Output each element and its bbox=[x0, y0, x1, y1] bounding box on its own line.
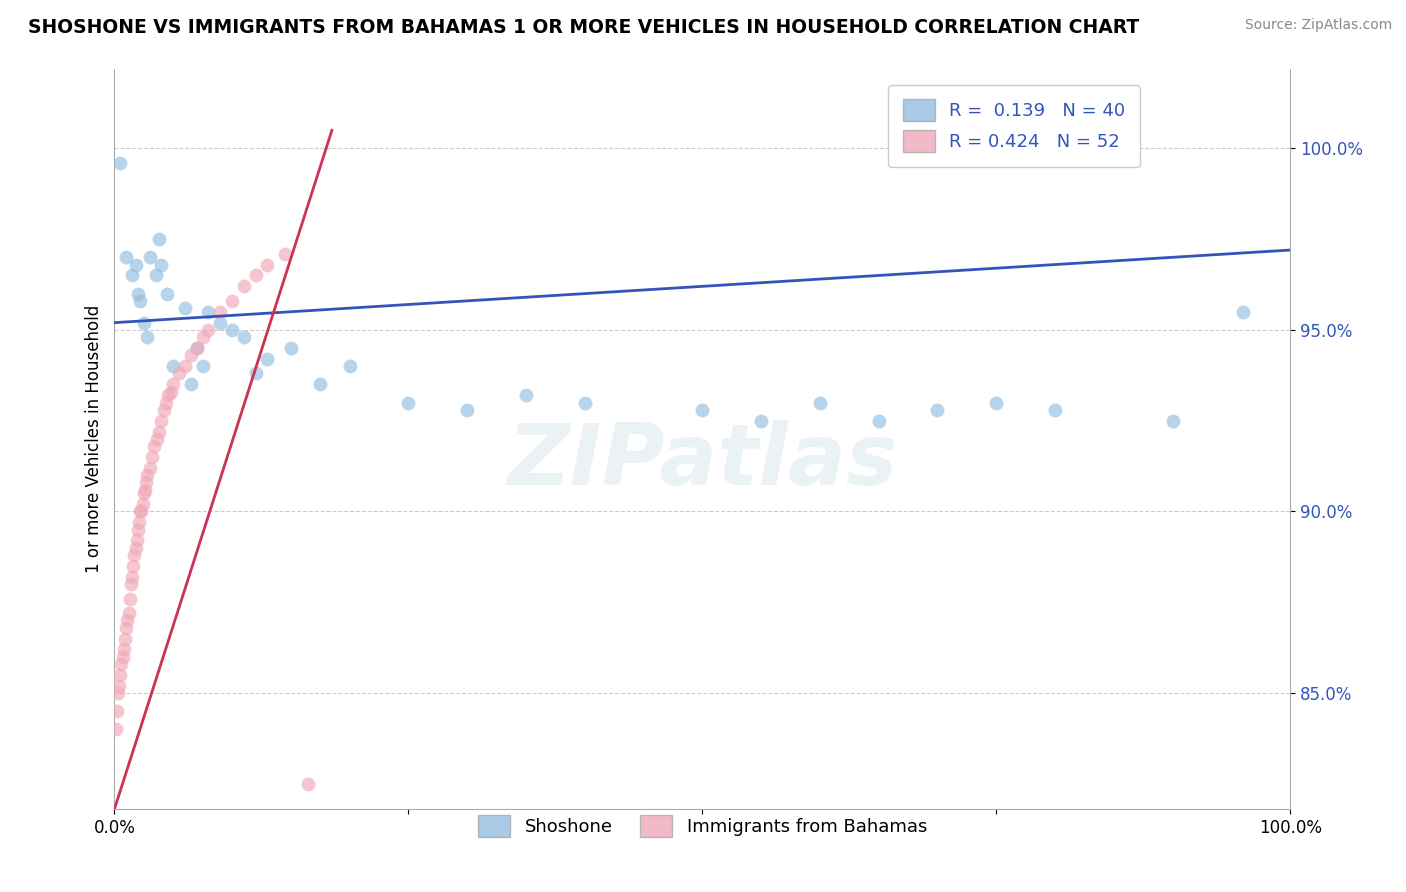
Point bbox=[157, 388, 180, 402]
Point bbox=[110, 668, 132, 682]
Point bbox=[145, 268, 167, 283]
Point bbox=[749, 414, 772, 428]
Point bbox=[160, 384, 183, 399]
Legend: Shoshone, Immigrants from Bahamas: Shoshone, Immigrants from Bahamas bbox=[471, 808, 934, 845]
Point bbox=[191, 330, 214, 344]
Point bbox=[396, 395, 419, 409]
Point bbox=[690, 402, 713, 417]
Point bbox=[274, 246, 297, 260]
Point bbox=[245, 268, 267, 283]
Point bbox=[309, 377, 332, 392]
Point bbox=[111, 649, 134, 664]
Point bbox=[221, 293, 243, 308]
Point bbox=[1232, 305, 1254, 319]
Point bbox=[162, 359, 184, 374]
Point bbox=[156, 286, 179, 301]
Point bbox=[120, 577, 142, 591]
Point bbox=[115, 250, 138, 264]
Point bbox=[339, 359, 361, 374]
Point bbox=[132, 486, 155, 500]
Point bbox=[127, 286, 149, 301]
Point bbox=[927, 402, 949, 417]
Point bbox=[515, 388, 537, 402]
Point bbox=[209, 305, 232, 319]
Point bbox=[125, 533, 148, 548]
Point bbox=[135, 475, 157, 490]
Point bbox=[138, 461, 160, 475]
Point bbox=[134, 483, 156, 497]
Point bbox=[117, 606, 139, 620]
Point bbox=[129, 504, 152, 518]
Point bbox=[122, 558, 145, 573]
Point bbox=[186, 341, 208, 355]
Point bbox=[138, 250, 160, 264]
Point bbox=[256, 351, 278, 366]
Point bbox=[232, 279, 254, 293]
Point bbox=[180, 377, 202, 392]
Point bbox=[209, 316, 232, 330]
Point bbox=[114, 632, 136, 646]
Point bbox=[221, 323, 243, 337]
Point bbox=[174, 301, 197, 315]
Point bbox=[868, 414, 890, 428]
Point bbox=[108, 679, 131, 693]
Point bbox=[148, 425, 170, 439]
Point bbox=[986, 395, 1008, 409]
Point bbox=[456, 402, 478, 417]
Point bbox=[232, 330, 254, 344]
Y-axis label: 1 or more Vehicles in Household: 1 or more Vehicles in Household bbox=[86, 305, 103, 573]
Point bbox=[180, 348, 202, 362]
Point bbox=[105, 704, 128, 718]
Point bbox=[191, 359, 214, 374]
Point bbox=[117, 613, 139, 627]
Point bbox=[197, 305, 219, 319]
Point bbox=[256, 258, 278, 272]
Point bbox=[132, 316, 155, 330]
Point bbox=[143, 439, 166, 453]
Point bbox=[112, 642, 135, 657]
Point bbox=[110, 156, 132, 170]
Point bbox=[280, 341, 302, 355]
Point bbox=[131, 497, 153, 511]
Point bbox=[162, 377, 184, 392]
Point bbox=[167, 367, 190, 381]
Point bbox=[124, 548, 146, 562]
Point bbox=[152, 402, 174, 417]
Point bbox=[150, 258, 173, 272]
Point bbox=[574, 395, 596, 409]
Point bbox=[124, 541, 146, 555]
Point bbox=[197, 323, 219, 337]
Point bbox=[186, 341, 208, 355]
Point bbox=[136, 468, 159, 483]
Text: SHOSHONE VS IMMIGRANTS FROM BAHAMAS 1 OR MORE VEHICLES IN HOUSEHOLD CORRELATION : SHOSHONE VS IMMIGRANTS FROM BAHAMAS 1 OR… bbox=[28, 18, 1139, 37]
Point bbox=[245, 367, 267, 381]
Point bbox=[155, 395, 177, 409]
Point bbox=[110, 657, 132, 671]
Point bbox=[148, 232, 170, 246]
Point bbox=[127, 523, 149, 537]
Point bbox=[107, 686, 129, 700]
Point bbox=[136, 330, 159, 344]
Point bbox=[118, 591, 141, 606]
Point bbox=[121, 570, 143, 584]
Point bbox=[115, 621, 138, 635]
Point bbox=[1161, 414, 1184, 428]
Point bbox=[121, 268, 143, 283]
Point bbox=[141, 450, 163, 464]
Point bbox=[808, 395, 831, 409]
Point bbox=[1043, 402, 1066, 417]
Point bbox=[297, 777, 319, 791]
Point bbox=[129, 293, 152, 308]
Point bbox=[131, 504, 153, 518]
Text: ZIPatlas: ZIPatlas bbox=[508, 419, 897, 502]
Point bbox=[145, 432, 167, 446]
Point bbox=[128, 516, 150, 530]
Text: Source: ZipAtlas.com: Source: ZipAtlas.com bbox=[1244, 18, 1392, 32]
Point bbox=[124, 258, 146, 272]
Point bbox=[104, 723, 127, 737]
Point bbox=[174, 359, 197, 374]
Point bbox=[150, 414, 173, 428]
